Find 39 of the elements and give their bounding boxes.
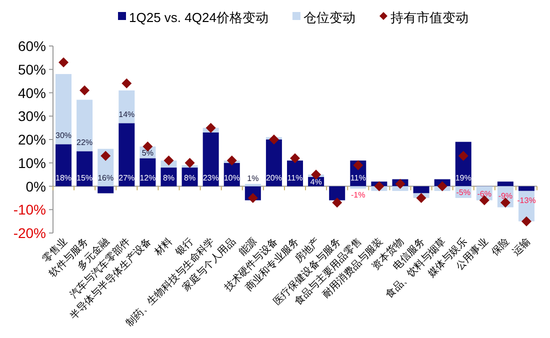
data-label: 22%	[76, 138, 93, 148]
data-label: 20%	[266, 173, 282, 182]
data-label: -5%	[456, 188, 470, 198]
data-label: 18%	[56, 173, 72, 182]
y-tick-label: 20%	[18, 132, 46, 148]
y-tick-label: -20%	[13, 225, 46, 241]
x-tick-label: 材料	[152, 236, 175, 259]
data-label: -9%	[498, 191, 513, 200]
legend-label: 1Q25 vs. 4Q24价格变动	[129, 10, 268, 25]
data-label: -6%	[477, 189, 492, 198]
data-label: 14%	[118, 110, 135, 120]
data-label: 11%	[350, 173, 366, 182]
data-label: 15%	[76, 173, 93, 182]
data-label: -1%	[351, 190, 366, 200]
y-tick-label: -10%	[13, 202, 46, 218]
data-label: 30%	[56, 131, 72, 140]
data-label: -13%	[517, 196, 536, 205]
x-tick-label: 运输	[510, 236, 533, 258]
y-tick-label: 60%	[18, 38, 46, 54]
y-tick-label: 30%	[18, 108, 46, 124]
data-label: 10%	[224, 173, 240, 182]
legend-label: 仓位变动	[303, 10, 356, 25]
data-label: 23%	[202, 173, 219, 182]
legend-label: 持有市值变动	[390, 10, 468, 25]
data-label: 5%	[142, 148, 154, 158]
data-label: 8%	[162, 173, 175, 182]
x-tick-label: 保险	[488, 236, 512, 258]
data-label: 4%	[310, 178, 322, 187]
data-label: 19%	[455, 173, 472, 182]
data-label: 27%	[118, 173, 135, 182]
y-tick-label: 0%	[26, 178, 46, 194]
data-label: 11%	[287, 173, 303, 182]
y-tick-label: 50%	[18, 61, 46, 78]
data-label: 16%	[98, 173, 114, 182]
data-label: 1%	[247, 174, 259, 183]
y-tick-label: 10%	[18, 154, 46, 171]
y-tick-label: 40%	[18, 84, 46, 101]
data-label: 8%	[184, 173, 196, 182]
data-label: 12%	[140, 173, 156, 182]
